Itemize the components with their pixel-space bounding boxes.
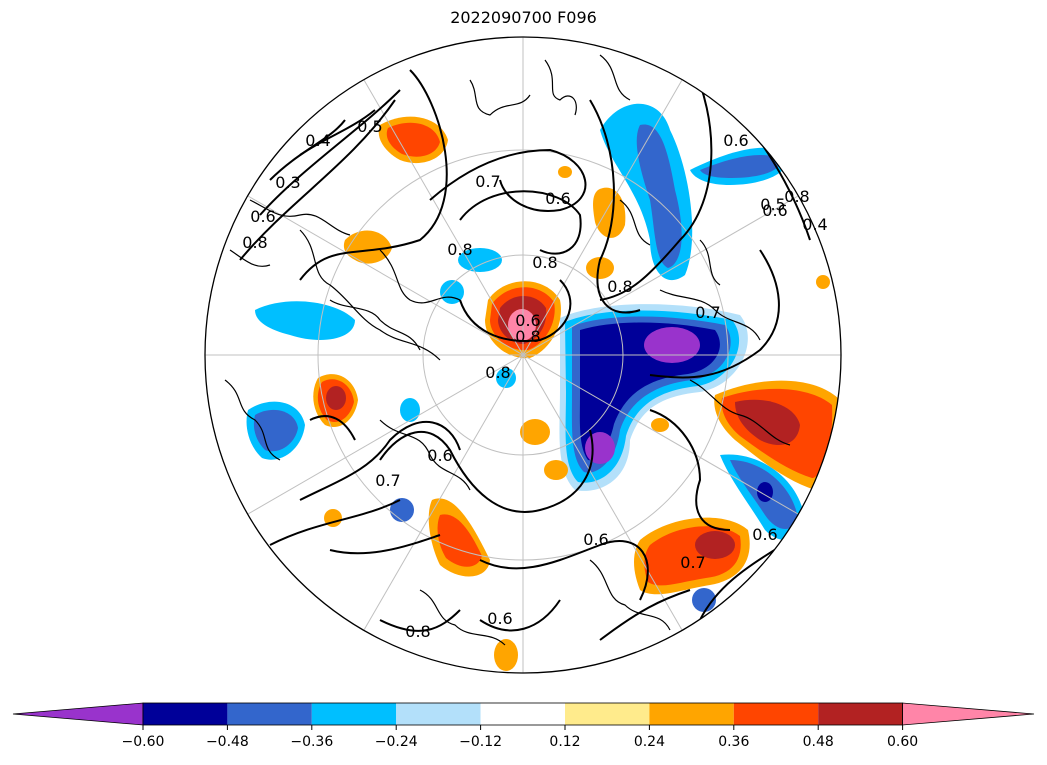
contour-label: 0.6 xyxy=(752,525,777,544)
contour-label: 0.8 xyxy=(405,622,430,641)
colorbar-extend-low xyxy=(12,702,144,726)
contour-label: 0.7 xyxy=(680,553,705,572)
positive-anomaly-core xyxy=(508,309,536,341)
colorbar-tick-label: 0.36 xyxy=(718,734,749,750)
contour-label: 0.6 xyxy=(250,207,275,226)
colorbar-extend-high xyxy=(902,702,1035,726)
contour-labels: 0.40.50.30.60.80.70.60.80.80.80.60.80.70… xyxy=(242,117,827,641)
positive-anomaly-patch xyxy=(651,418,669,432)
coastlines xyxy=(224,54,791,646)
contour-label: 0.8 xyxy=(242,233,267,252)
positive-anomaly-patch xyxy=(586,257,614,279)
contour-label: 0.6 xyxy=(487,609,512,628)
colorbar-segment xyxy=(733,703,819,725)
positive-anomaly-core xyxy=(326,386,346,410)
colorbar-outline xyxy=(142,702,903,726)
contour-lines xyxy=(239,59,811,641)
negative-anomaly-patch xyxy=(692,588,716,612)
colorbar-tick-label: −0.24 xyxy=(375,734,418,750)
negative-anomaly-core xyxy=(585,432,615,464)
contour-label: 0.8 xyxy=(532,253,557,272)
colorbar-segment xyxy=(396,703,481,725)
positive-anomaly-patch xyxy=(558,166,572,178)
shaded-anomaly-layer xyxy=(246,103,841,671)
map-title: 2022090700 F096 xyxy=(450,8,597,27)
contour-label: 0.5 xyxy=(357,117,382,136)
colorbar-segment xyxy=(143,703,228,725)
negative-anomaly-region xyxy=(255,301,355,340)
colorbar-segment xyxy=(818,703,903,725)
colorbar-segment xyxy=(227,703,312,725)
positive-anomaly-patch xyxy=(593,187,626,238)
contour-label: 0.6 xyxy=(723,131,748,150)
contour-label: 0.3 xyxy=(275,173,300,192)
contour-label: 0.5 xyxy=(760,195,785,214)
contour-label: 0.8 xyxy=(485,363,510,382)
positive-anomaly-patch xyxy=(520,419,550,445)
negative-anomaly-patch xyxy=(400,398,420,422)
colorbar-tick-label: 0.24 xyxy=(634,734,665,750)
colorbar-tick-label: 0.12 xyxy=(549,734,580,750)
positive-anomaly-region xyxy=(343,230,392,264)
colorbar-tick-label: −0.36 xyxy=(290,734,333,750)
positive-anomaly-patch xyxy=(816,275,830,289)
contour-label: 0.8 xyxy=(515,327,540,346)
contour-label: 0.6 xyxy=(545,189,570,208)
colorbar-segment xyxy=(565,703,650,725)
negative-anomaly-core xyxy=(644,327,700,363)
colorbar-tick-label: −0.48 xyxy=(206,734,249,750)
colorbar-segment xyxy=(480,703,565,725)
contour-label: 0.8 xyxy=(607,277,632,296)
contour-label: 0.8 xyxy=(447,240,472,259)
positive-anomaly-core xyxy=(695,531,735,559)
contour-label: 0.7 xyxy=(475,172,500,191)
colorbar: −0.60 −0.48 −0.36 −0.24 −0.12 0.12 0.24 0.36 0.4… xyxy=(12,702,1035,750)
positive-anomaly-patch xyxy=(544,460,568,480)
colorbar-tick-label: 0.60 xyxy=(887,734,918,750)
colorbar-tick-label: 0.48 xyxy=(803,734,834,750)
negative-anomaly-patch xyxy=(458,248,502,272)
positive-anomaly-region xyxy=(735,399,800,445)
negative-anomaly-patch xyxy=(390,498,414,522)
colorbar-segment xyxy=(311,703,397,725)
contour-label: 0.6 xyxy=(762,201,787,220)
negative-anomaly-region xyxy=(700,155,782,178)
colorbar-segment xyxy=(649,703,734,725)
map-boundary xyxy=(204,36,842,674)
negative-anomaly-patch xyxy=(440,280,464,304)
colorbar-tick-label: −0.12 xyxy=(459,734,502,750)
positive-anomaly-patch xyxy=(494,639,518,671)
contour-label: 0.6 xyxy=(427,446,452,465)
contour-label: 0.8 xyxy=(784,187,809,206)
positive-anomaly-region xyxy=(386,122,440,157)
negative-anomaly-patch xyxy=(496,368,516,388)
contour-label: 0.7 xyxy=(375,471,400,490)
contour-label: 0.7 xyxy=(695,303,720,322)
graticule xyxy=(205,37,841,673)
contour-label: 0.4 xyxy=(802,215,827,234)
negative-anomaly-region xyxy=(636,124,682,269)
contour-label: 0.6 xyxy=(515,311,540,330)
contour-label: 0.4 xyxy=(305,131,330,150)
contour-label: 0.6 xyxy=(583,530,608,549)
colorbar-tick-label: −0.60 xyxy=(122,734,165,750)
